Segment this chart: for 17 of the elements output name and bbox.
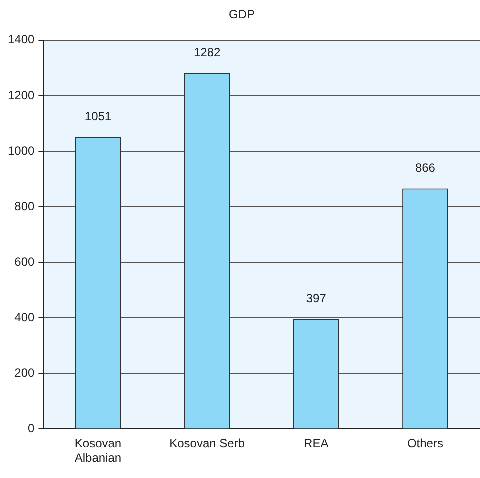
y-tick-label: 1200 bbox=[8, 88, 36, 102]
data-label: 1051 bbox=[84, 110, 112, 124]
x-tick-label: Kosovan Serb bbox=[170, 436, 246, 451]
y-tick-label: 200 bbox=[14, 366, 36, 380]
y-tick-label: 600 bbox=[14, 254, 36, 269]
y-tick-label: 800 bbox=[14, 199, 36, 214]
x-tick-label: Kosovan Albanian bbox=[74, 436, 122, 466]
x-tick-label: Others bbox=[407, 436, 444, 451]
y-tick-label: 400 bbox=[14, 310, 36, 324]
data-label: 397 bbox=[306, 291, 327, 306]
data-label: 1282 bbox=[194, 45, 221, 60]
data-label: 866 bbox=[415, 161, 436, 176]
y-tick-label: 0 bbox=[28, 422, 36, 436]
chart-title: GDP bbox=[228, 8, 256, 22]
y-tick-label: 1000 bbox=[8, 144, 36, 158]
y-tick-label: 1400 bbox=[8, 32, 36, 47]
x-tick-label: REA bbox=[304, 436, 329, 451]
